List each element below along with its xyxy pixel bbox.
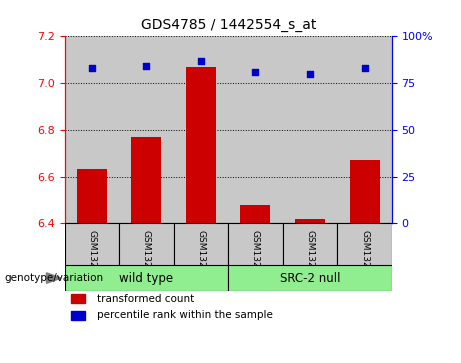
Bar (228, 265, 392, 291)
Text: GSM1327831: GSM1327831 (306, 229, 314, 290)
Point (197, 58, 205, 64)
Text: transformed count: transformed count (97, 294, 195, 303)
Bar (337, 36, 392, 223)
Bar (186, 67, 216, 223)
Bar (65, 36, 119, 223)
Bar (283, 36, 337, 223)
Bar (65, 223, 119, 265)
Point (306, 71, 313, 77)
Bar (119, 223, 174, 265)
Text: wild type: wild type (119, 272, 173, 285)
Bar (71, 311, 85, 319)
Text: SRC-2 null: SRC-2 null (280, 272, 340, 285)
Bar (65, 265, 228, 291)
Text: GSM1327830: GSM1327830 (251, 229, 260, 290)
Bar (295, 219, 325, 223)
Point (142, 63, 150, 69)
Title: GDS4785 / 1442554_s_at: GDS4785 / 1442554_s_at (141, 19, 316, 33)
Text: GSM1327829: GSM1327829 (196, 229, 206, 290)
Bar (174, 36, 228, 223)
Bar (77, 170, 107, 223)
Bar (131, 137, 161, 223)
Text: genotype/variation: genotype/variation (5, 273, 104, 283)
Bar (241, 204, 271, 223)
Bar (174, 223, 228, 265)
Point (361, 65, 368, 71)
Bar (228, 36, 283, 223)
Bar (283, 223, 337, 265)
Bar (119, 36, 174, 223)
Text: GSM1327828: GSM1327828 (142, 229, 151, 290)
Point (252, 69, 259, 75)
Bar (337, 223, 392, 265)
Text: GSM1327832: GSM1327832 (360, 229, 369, 290)
Text: percentile rank within the sample: percentile rank within the sample (97, 310, 273, 320)
Polygon shape (47, 273, 61, 283)
Bar (228, 223, 283, 265)
Point (88, 65, 95, 71)
Text: GSM1327827: GSM1327827 (87, 229, 96, 290)
Bar (71, 294, 85, 303)
Bar (349, 160, 379, 223)
